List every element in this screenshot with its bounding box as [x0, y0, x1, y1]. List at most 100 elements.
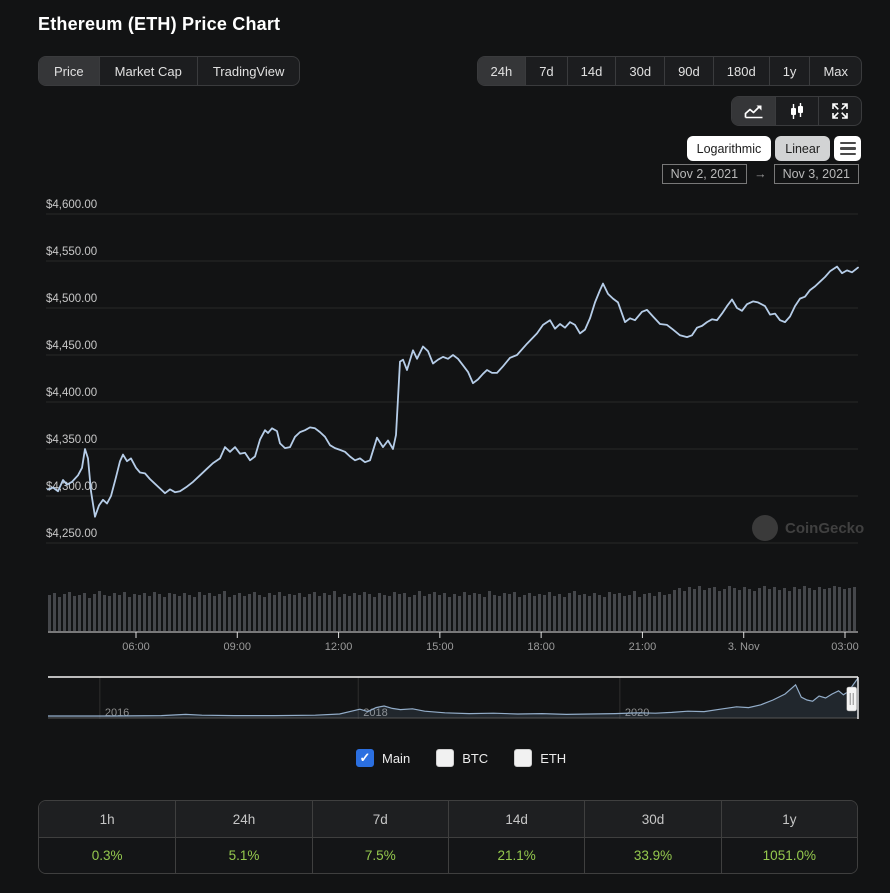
volume-bar: [683, 591, 686, 631]
table-header-24h: 24h: [175, 801, 312, 837]
volume-bar: [233, 595, 236, 631]
volume-bar: [363, 592, 366, 631]
volume-bar: [698, 586, 701, 631]
volume-bar: [73, 596, 76, 631]
table-value-14d: 21.1%: [447, 837, 585, 873]
y-axis-label: $4,300.00: [46, 481, 97, 493]
date-to-input[interactable]: Nov 3, 2021: [773, 164, 859, 184]
linear-button[interactable]: Linear: [775, 136, 830, 161]
volume-bar: [853, 587, 856, 631]
range-90d[interactable]: 90d: [664, 57, 713, 85]
checkbox-checked-icon[interactable]: ✓: [356, 749, 374, 767]
volume-bar: [503, 593, 506, 631]
legend-label: ETH: [540, 750, 567, 766]
volume-bar: [173, 594, 176, 631]
navigator-handle[interactable]: [846, 686, 857, 712]
legend-item-main[interactable]: ✓ Main: [356, 749, 410, 767]
table-value-7d: 7.5%: [311, 837, 448, 873]
volume-bar: [98, 591, 101, 631]
volume-bar: [118, 595, 121, 631]
volume-bar: [298, 593, 301, 631]
volume-bar: [308, 594, 311, 631]
tab-market-cap[interactable]: Market Cap: [98, 57, 197, 85]
volume-bar: [188, 595, 191, 631]
volume-bar: [793, 587, 796, 631]
volume-bar: [823, 589, 826, 631]
volume-bar: [758, 588, 761, 631]
checkbox-unchecked-icon[interactable]: [436, 749, 455, 767]
price-change-table: 1h 24h 7d 14d 30d 1y 0.3% 5.1% 7.5% 21.1% 33.9% 105…: [38, 800, 858, 874]
chart-plot-area[interactable]: [48, 202, 858, 631]
candlestick-icon[interactable]: [775, 97, 818, 125]
range-24h[interactable]: 24h: [477, 57, 526, 85]
y-axis-label: $4,450.00: [46, 340, 97, 352]
fullscreen-icon[interactable]: [818, 97, 861, 125]
volume-bar: [63, 594, 66, 631]
range-180d[interactable]: 180d: [712, 57, 769, 85]
legend-item-eth[interactable]: ETH: [514, 749, 566, 767]
volume-bar: [128, 597, 131, 631]
volume-bar: [723, 589, 726, 631]
volume-bar: [78, 595, 81, 631]
volume-bar: [813, 590, 816, 631]
volume-bar: [393, 592, 396, 631]
volume-bar: [668, 594, 671, 631]
table-header-1y: 1y: [720, 801, 857, 837]
volume-bar: [293, 595, 296, 631]
volume-bar: [483, 597, 486, 631]
range-14d[interactable]: 14d: [566, 57, 616, 85]
date-from-input[interactable]: Nov 2, 2021: [661, 164, 748, 184]
volume-bar: [638, 597, 641, 631]
range-7d[interactable]: 7d: [525, 57, 566, 85]
legend-label: Main: [382, 750, 411, 766]
volume-bar: [148, 596, 151, 631]
line-chart-icon[interactable]: [732, 97, 775, 125]
checkbox-unchecked-icon[interactable]: [514, 749, 533, 767]
volume-bar: [693, 589, 696, 631]
volume-bar: [633, 591, 636, 631]
volume-bar: [398, 594, 401, 631]
range-30d[interactable]: 30d: [615, 57, 664, 85]
table-header-14d: 14d: [447, 801, 585, 837]
legend-item-btc[interactable]: BTC: [436, 749, 488, 767]
y-axis-label: $4,350.00: [46, 434, 97, 446]
table-value-30d: 33.9%: [584, 837, 721, 873]
table-header-7d: 7d: [311, 801, 448, 837]
volume-bar: [193, 597, 196, 631]
volume-bar: [328, 595, 331, 631]
volume-bar: [563, 597, 566, 631]
volume-bar: [48, 595, 51, 631]
tab-price[interactable]: Price: [39, 57, 99, 85]
volume-bar: [623, 596, 626, 631]
range-1y[interactable]: 1y: [768, 57, 810, 85]
logarithmic-button[interactable]: Logarithmic: [686, 136, 772, 161]
volume-bar: [108, 596, 111, 631]
volume-bar: [613, 594, 616, 631]
volume-bar: [288, 594, 291, 631]
tab-tradingview[interactable]: TradingView: [196, 57, 300, 85]
volume-bar: [238, 593, 241, 631]
volume-bar: [618, 593, 621, 631]
watermark-text: CoinGecko: [785, 519, 865, 537]
table-header-1h: 1h: [39, 801, 176, 837]
hamburger-menu-icon[interactable]: [834, 136, 861, 161]
volume-bar: [453, 594, 456, 631]
y-axis-label: $4,250.00: [46, 528, 97, 540]
volume-bar: [303, 597, 306, 631]
table-value-24h: 5.1%: [175, 837, 312, 873]
volume-bar: [583, 594, 586, 631]
volume-bar: [338, 597, 341, 631]
volume-bar: [548, 592, 551, 631]
y-axis-label: $4,500.00: [46, 293, 97, 305]
volume-bar: [498, 596, 501, 631]
volume-bar: [368, 594, 371, 631]
range-max[interactable]: Max: [809, 57, 861, 85]
x-axis-label: 18:00: [527, 641, 555, 653]
volume-bar: [68, 592, 71, 631]
volume-bar: [248, 594, 251, 631]
volume-bar: [838, 587, 841, 631]
scale-toggle-row: Logarithmic Linear: [686, 136, 861, 161]
volume-bar: [493, 595, 496, 631]
volume-bar: [423, 596, 426, 631]
